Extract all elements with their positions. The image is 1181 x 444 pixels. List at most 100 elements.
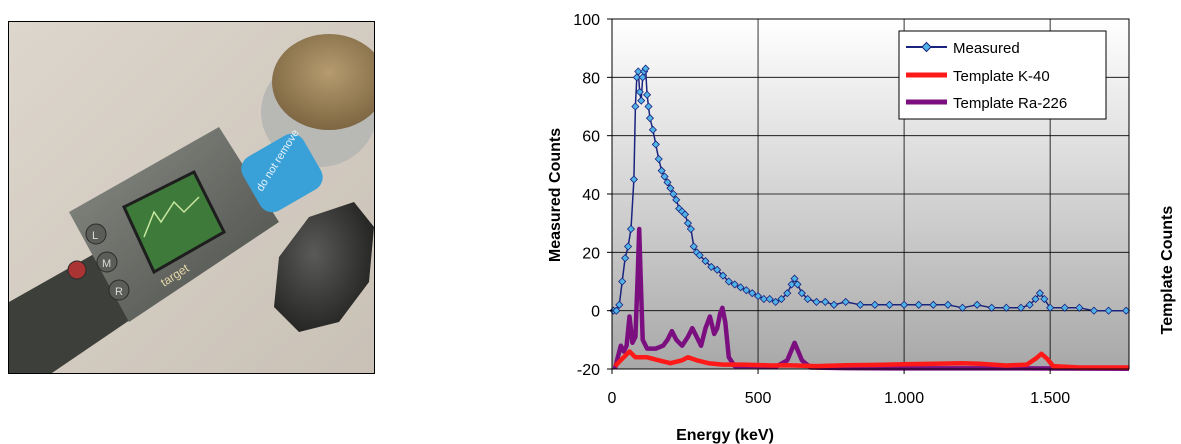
data-point-measured [618, 277, 627, 286]
series-line-template-k-40 [613, 349, 1129, 370]
data-point-measured [615, 300, 624, 309]
data-point-measured [736, 283, 745, 292]
data-point-measured [669, 189, 678, 199]
y-tick-label: -20 [577, 362, 600, 379]
data-point-measured [637, 96, 646, 105]
data-point-measured [707, 262, 716, 271]
y2-axis-title: Template Counts [1159, 206, 1176, 335]
data-point-measured [644, 102, 653, 111]
data-point-measured [753, 292, 763, 301]
legend: Measured Template K-40 Template Ra-226 [898, 30, 1107, 120]
y-tick-label: 80 [582, 70, 600, 87]
data-point-measured [629, 175, 638, 184]
screen-spectrum-trace [143, 196, 200, 238]
legend-label-k40: Template K-40 [953, 68, 1050, 85]
y-tick-label: 40 [582, 187, 600, 204]
data-point-measured [914, 300, 923, 309]
x-axis-title: Energy (keV) [676, 427, 774, 444]
data-point-measured [648, 125, 657, 134]
data-point-measured [683, 219, 693, 228]
data-point-measured [987, 303, 996, 312]
data-point-measured [666, 184, 675, 193]
container-lid [272, 34, 374, 130]
button-l [85, 223, 107, 245]
data-point-measured [771, 297, 780, 306]
data-point-measured [638, 73, 647, 82]
x-tick-label: 1.000 [884, 390, 924, 407]
data-point-measured [829, 300, 839, 309]
button-l-label: L [92, 230, 98, 242]
data-point-measured [803, 294, 812, 304]
data-point-measured [958, 303, 967, 312]
data-point-measured [1060, 303, 1069, 312]
x-tick-label: 500 [745, 390, 772, 407]
series-layer [609, 64, 1131, 371]
data-point-measured [623, 242, 633, 251]
data-point-measured [1016, 303, 1025, 312]
data-point-measured [645, 114, 655, 123]
y-axis-title: Measured Counts [547, 128, 564, 262]
button-r-label: R [115, 286, 123, 298]
data-point-measured [856, 300, 865, 309]
tick-labels: -20 0 20 40 60 80 100 0 500 1.000 1.500 [573, 12, 1070, 407]
data-point-measured [777, 294, 786, 304]
button-r [108, 279, 130, 301]
data-point-measured [695, 251, 704, 260]
data-point-measured [631, 102, 640, 111]
data-point-measured [654, 154, 663, 164]
data-point-measured [632, 73, 641, 82]
y-tick-label: 60 [582, 129, 600, 146]
data-point-measured [1040, 294, 1049, 304]
data-point-measured [663, 178, 672, 187]
x-tick-label: 0 [608, 390, 617, 407]
data-point-measured [718, 271, 728, 280]
data-point-measured [634, 67, 643, 76]
legend-label-measured: Measured [953, 40, 1020, 57]
button-m [96, 251, 118, 273]
data-point-measured [660, 172, 669, 181]
button-m-label: M [102, 258, 111, 270]
data-point-measured [1104, 306, 1113, 315]
legend-label-ra226: Template Ra-226 [953, 95, 1067, 112]
data-point-measured [790, 274, 799, 283]
data-point-measured [812, 297, 821, 306]
data-point-measured [621, 254, 630, 263]
data-point-measured [1122, 306, 1131, 315]
data-point-measured [1089, 306, 1099, 315]
data-point-measured [657, 166, 666, 175]
data-point-measured [748, 289, 757, 298]
data-point-measured [1075, 303, 1084, 312]
rock-sample [274, 202, 374, 332]
data-point-measured [841, 297, 850, 306]
data-point-measured [929, 300, 938, 309]
data-point-measured [635, 87, 644, 96]
data-point-measured [642, 90, 652, 99]
data-point-measured [783, 289, 792, 298]
detector-photo-illustration: do not remove target L M R [9, 22, 374, 373]
data-point-measured [943, 300, 952, 309]
data-point-measured [612, 306, 621, 315]
data-point-measured [797, 289, 806, 298]
data-point-measured [1031, 294, 1040, 304]
x-tick-label: 1.500 [1030, 390, 1070, 407]
data-point-measured [1002, 303, 1011, 312]
data-point-measured [759, 294, 768, 304]
data-point-measured [821, 297, 830, 306]
data-point-measured [787, 280, 796, 289]
data-point-measured [680, 210, 690, 219]
data-point-measured [870, 300, 879, 309]
series-line-template-ra-226 [612, 226, 1130, 371]
data-point-measured [724, 277, 733, 286]
data-point-measured [793, 280, 802, 289]
data-point-measured [973, 300, 982, 309]
power-button [67, 260, 87, 280]
data-point-measured [626, 224, 636, 234]
data-point-measured [686, 224, 695, 234]
y-tick-label: 100 [573, 12, 600, 29]
data-point-measured [730, 280, 739, 289]
data-point-measured [713, 265, 722, 274]
data-point-measured [641, 64, 650, 73]
data-point-measured [672, 195, 681, 204]
detector-probe [241, 133, 323, 213]
